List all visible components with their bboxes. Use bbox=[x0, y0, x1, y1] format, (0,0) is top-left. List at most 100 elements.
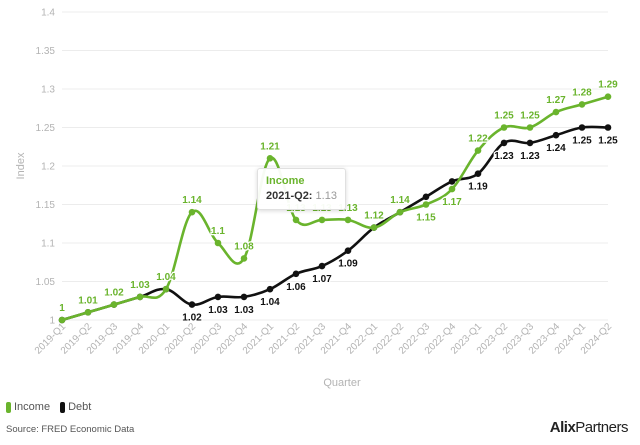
data-label-income: 1.04 bbox=[156, 272, 176, 283]
data-label-income: 1.17 bbox=[442, 197, 462, 208]
data-point-debt bbox=[344, 247, 352, 254]
data-label-income: 1.01 bbox=[78, 295, 98, 306]
data-point-income bbox=[58, 316, 66, 324]
y-axis-title: Index bbox=[15, 152, 27, 179]
data-label-debt: 1.04 bbox=[260, 297, 280, 308]
data-label-income: 1.14 bbox=[182, 195, 202, 206]
data-point-income bbox=[604, 93, 612, 100]
data-label-income: 1.02 bbox=[104, 288, 124, 299]
tooltip-row: 2021-Q2: 1.13 bbox=[266, 189, 337, 204]
data-point-income bbox=[162, 285, 170, 293]
line-chart: 1 1.05 1.1 1.15 1.2 1.25 1.3 1.35 1.4 2019-Q1201… bbox=[15, 8, 619, 390]
data-label-income: 1.08 bbox=[234, 241, 254, 252]
series-lines bbox=[58, 93, 612, 324]
tooltip-series: Income bbox=[266, 175, 305, 187]
data-point-debt bbox=[578, 124, 586, 131]
data-label-income: 1.12 bbox=[364, 211, 384, 222]
data-point-income bbox=[422, 201, 430, 208]
chart-tooltip: Income 2021-Q2: 1.13 bbox=[257, 168, 346, 210]
data-label-income: 1.25 bbox=[494, 111, 514, 122]
data-point-debt bbox=[604, 124, 612, 131]
data-point-debt bbox=[240, 293, 248, 301]
y-tick-label: 1.35 bbox=[36, 46, 56, 57]
data-label-income: 1.28 bbox=[572, 87, 592, 98]
data-label-debt: 1.03 bbox=[208, 305, 228, 316]
data-point-debt bbox=[214, 293, 222, 301]
data-label-debt: 1.02 bbox=[182, 313, 202, 324]
legend: Income Debt bbox=[6, 401, 91, 413]
brand-logo-bold: Alix bbox=[549, 419, 576, 436]
data-label-income: 1.27 bbox=[546, 95, 566, 106]
data-point-income bbox=[344, 216, 352, 224]
data-point-income bbox=[500, 124, 508, 131]
source-note: Source: FRED Economic Data bbox=[6, 424, 135, 435]
series-line-debt bbox=[60, 125, 610, 322]
data-point-debt bbox=[188, 301, 196, 308]
data-point-debt bbox=[474, 170, 482, 177]
data-point-income bbox=[136, 293, 144, 301]
y-tick-label: 1.4 bbox=[41, 8, 55, 19]
brand-logo-rest: Partners bbox=[575, 419, 628, 436]
data-label-income: 1.22 bbox=[468, 134, 488, 145]
gridlines bbox=[62, 11, 608, 321]
data-label-income: 1.29 bbox=[598, 80, 618, 91]
tooltip-quarter: 2021-Q2: bbox=[266, 190, 313, 202]
data-point-debt bbox=[552, 131, 560, 139]
legend-item-debt[interactable]: Debt bbox=[60, 401, 91, 413]
data-point-debt bbox=[292, 270, 300, 278]
data-point-income bbox=[578, 101, 586, 108]
data-label-debt: 1.24 bbox=[546, 143, 566, 154]
data-point-debt bbox=[422, 193, 430, 201]
data-label-income: 1.25 bbox=[520, 111, 540, 122]
data-label-income: 1.03 bbox=[130, 280, 150, 291]
data-label-income: 1.21 bbox=[260, 141, 280, 152]
data-point-income bbox=[370, 224, 378, 231]
x-axis-ticks: 2019-Q12019-Q22019-Q32019-Q42020-Q12020-… bbox=[33, 321, 615, 357]
y-tick-label: 1.3 bbox=[41, 85, 55, 96]
legend-item-income[interactable]: Income bbox=[6, 401, 50, 413]
data-point-income bbox=[552, 108, 560, 116]
legend-label-debt: Debt bbox=[68, 401, 92, 413]
y-tick-label: 1 bbox=[49, 316, 55, 327]
data-point-income bbox=[396, 208, 404, 216]
data-label-income: 1.15 bbox=[416, 213, 436, 224]
data-point-income bbox=[214, 239, 222, 247]
data-point-income bbox=[448, 185, 456, 193]
data-point-debt bbox=[500, 139, 508, 147]
data-point-income bbox=[84, 309, 92, 316]
data-label-debt: 1.19 bbox=[468, 182, 488, 193]
y-tick-label: 1.05 bbox=[36, 277, 56, 288]
debt-swatch-icon bbox=[60, 401, 66, 413]
data-point-debt bbox=[266, 285, 274, 293]
data-point-income bbox=[110, 301, 118, 308]
data-label-debt: 1.03 bbox=[234, 305, 254, 316]
data-label-debt: 1.23 bbox=[494, 151, 514, 162]
income-swatch-icon bbox=[6, 401, 11, 413]
data-point-debt bbox=[318, 262, 326, 270]
data-point-income bbox=[526, 124, 534, 131]
data-label-income: 1 bbox=[59, 303, 65, 314]
y-tick-label: 1.15 bbox=[36, 200, 56, 211]
legend-label-income: Income bbox=[14, 401, 51, 413]
data-label-debt: 1.06 bbox=[286, 282, 306, 293]
x-axis-title: Quarter bbox=[323, 377, 361, 389]
data-label-debt: 1.25 bbox=[572, 136, 592, 147]
data-point-income bbox=[318, 216, 326, 224]
tooltip-value: 1.13 bbox=[315, 190, 337, 202]
data-label-debt: 1.07 bbox=[312, 274, 332, 285]
data-label-income: 1.1 bbox=[211, 226, 225, 237]
data-label-debt: 1.25 bbox=[598, 136, 618, 147]
y-tick-label: 1.2 bbox=[41, 162, 55, 173]
data-point-income bbox=[188, 208, 196, 216]
data-point-debt bbox=[448, 178, 456, 185]
data-label-debt: 1.09 bbox=[338, 259, 358, 270]
brand-logo: AlixPartners bbox=[549, 419, 629, 436]
data-point-income bbox=[266, 155, 274, 162]
y-axis-ticks: 1 1.05 1.1 1.15 1.2 1.25 1.3 1.35 1.4 bbox=[36, 8, 56, 327]
data-point-debt bbox=[526, 139, 534, 147]
data-point-income bbox=[240, 255, 248, 262]
data-point-income bbox=[292, 216, 300, 224]
data-point-income bbox=[474, 147, 482, 154]
y-tick-label: 1.25 bbox=[36, 123, 56, 134]
y-tick-label: 1.1 bbox=[41, 239, 55, 250]
